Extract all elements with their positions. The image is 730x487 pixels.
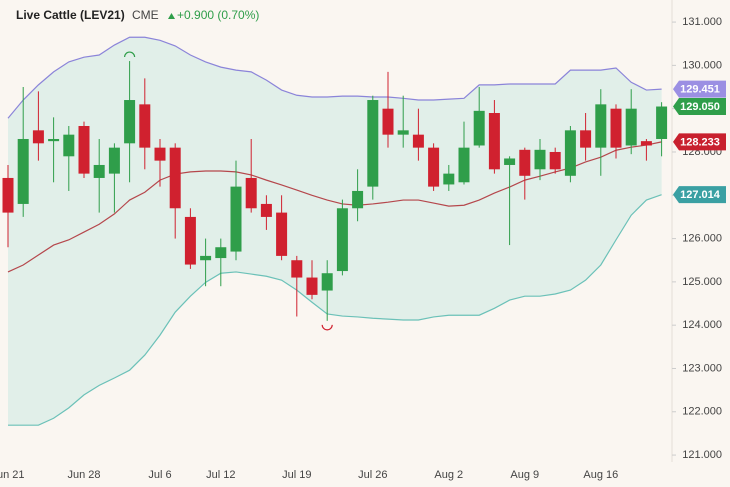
candle-body bbox=[549, 151, 561, 170]
x-tick-label: Jun 28 bbox=[67, 469, 100, 481]
candle-body bbox=[17, 138, 29, 204]
chart-title: Live Cattle (LEV21) bbox=[16, 8, 125, 22]
candle-body bbox=[124, 100, 136, 144]
candle-body bbox=[458, 147, 470, 183]
candle-body bbox=[367, 100, 379, 187]
y-tick-label: 126.000 bbox=[682, 232, 722, 244]
price-change: +0.900 (0.70%) bbox=[177, 8, 259, 22]
candle-body bbox=[93, 164, 105, 178]
candle-body bbox=[382, 108, 394, 135]
y-tick-label: 122.000 bbox=[682, 406, 722, 418]
candle-body bbox=[139, 104, 151, 148]
price-tag bbox=[673, 133, 726, 151]
x-tick-label: Aug 16 bbox=[583, 469, 618, 481]
x-tick-label: Jun 21 bbox=[0, 469, 25, 481]
y-tick-label: 124.000 bbox=[682, 319, 722, 331]
candle-body bbox=[48, 138, 60, 142]
price-tag bbox=[673, 98, 726, 116]
candle-body bbox=[397, 130, 409, 135]
candle-body bbox=[580, 130, 592, 148]
candle-body bbox=[78, 126, 90, 174]
candle-body bbox=[154, 147, 166, 161]
candle-body bbox=[276, 212, 288, 256]
candle-body bbox=[215, 247, 227, 259]
candle-body bbox=[260, 203, 272, 217]
price-tag bbox=[673, 80, 726, 98]
candle-body bbox=[519, 149, 531, 176]
candle-body bbox=[534, 149, 546, 170]
y-tick-label: 121.000 bbox=[682, 449, 722, 461]
candle-body bbox=[184, 216, 196, 265]
candle-body bbox=[336, 208, 348, 272]
x-tick-label: Aug 2 bbox=[434, 469, 463, 481]
candle-body bbox=[352, 190, 364, 209]
candle-body bbox=[291, 260, 303, 278]
x-tick-label: Jul 26 bbox=[358, 469, 387, 481]
candle-body bbox=[32, 130, 44, 144]
price-tag-label: 129.451 bbox=[680, 84, 720, 96]
candle-body bbox=[656, 106, 668, 139]
candle-body bbox=[306, 277, 318, 295]
y-tick-label: 130.000 bbox=[682, 59, 722, 71]
y-tick-label: 131.000 bbox=[682, 16, 722, 28]
x-tick-label: Aug 9 bbox=[510, 469, 539, 481]
exchange: CME bbox=[132, 8, 159, 22]
candle-body bbox=[321, 273, 333, 291]
candle-body bbox=[595, 104, 607, 148]
x-tick-label: Jul 19 bbox=[282, 469, 311, 481]
price-tag-label: 129.050 bbox=[680, 101, 720, 113]
x-tick-label: Jul 6 bbox=[148, 469, 171, 481]
candle-body bbox=[108, 147, 120, 174]
candle-body bbox=[473, 110, 485, 146]
candle-body bbox=[412, 134, 424, 148]
candle-body bbox=[443, 173, 455, 185]
candle-body bbox=[428, 147, 440, 187]
x-tick-label: Jul 12 bbox=[206, 469, 235, 481]
low-marker bbox=[321, 324, 333, 331]
candle-body bbox=[245, 177, 257, 209]
lower-band bbox=[8, 194, 662, 426]
candle-body bbox=[504, 158, 516, 165]
candle-body bbox=[63, 134, 75, 157]
candle-body bbox=[200, 255, 212, 261]
candle-body bbox=[488, 113, 500, 170]
candle-body bbox=[625, 108, 637, 146]
up-arrow bbox=[168, 13, 175, 19]
candle-body bbox=[640, 141, 652, 146]
y-tick-label: 125.000 bbox=[682, 276, 722, 288]
candle-body bbox=[2, 177, 14, 213]
price-tag-label: 127.014 bbox=[680, 189, 721, 201]
price-tag-label: 128.233 bbox=[680, 136, 720, 148]
upper-band bbox=[7, 36, 662, 119]
candle-body bbox=[230, 186, 242, 252]
high-marker bbox=[124, 51, 136, 58]
middle-band bbox=[7, 141, 662, 273]
price-tag bbox=[673, 186, 726, 204]
candle-body bbox=[169, 147, 181, 209]
y-tick-label: 123.000 bbox=[682, 362, 722, 374]
candle-body bbox=[564, 130, 576, 176]
candle-body bbox=[610, 108, 622, 148]
